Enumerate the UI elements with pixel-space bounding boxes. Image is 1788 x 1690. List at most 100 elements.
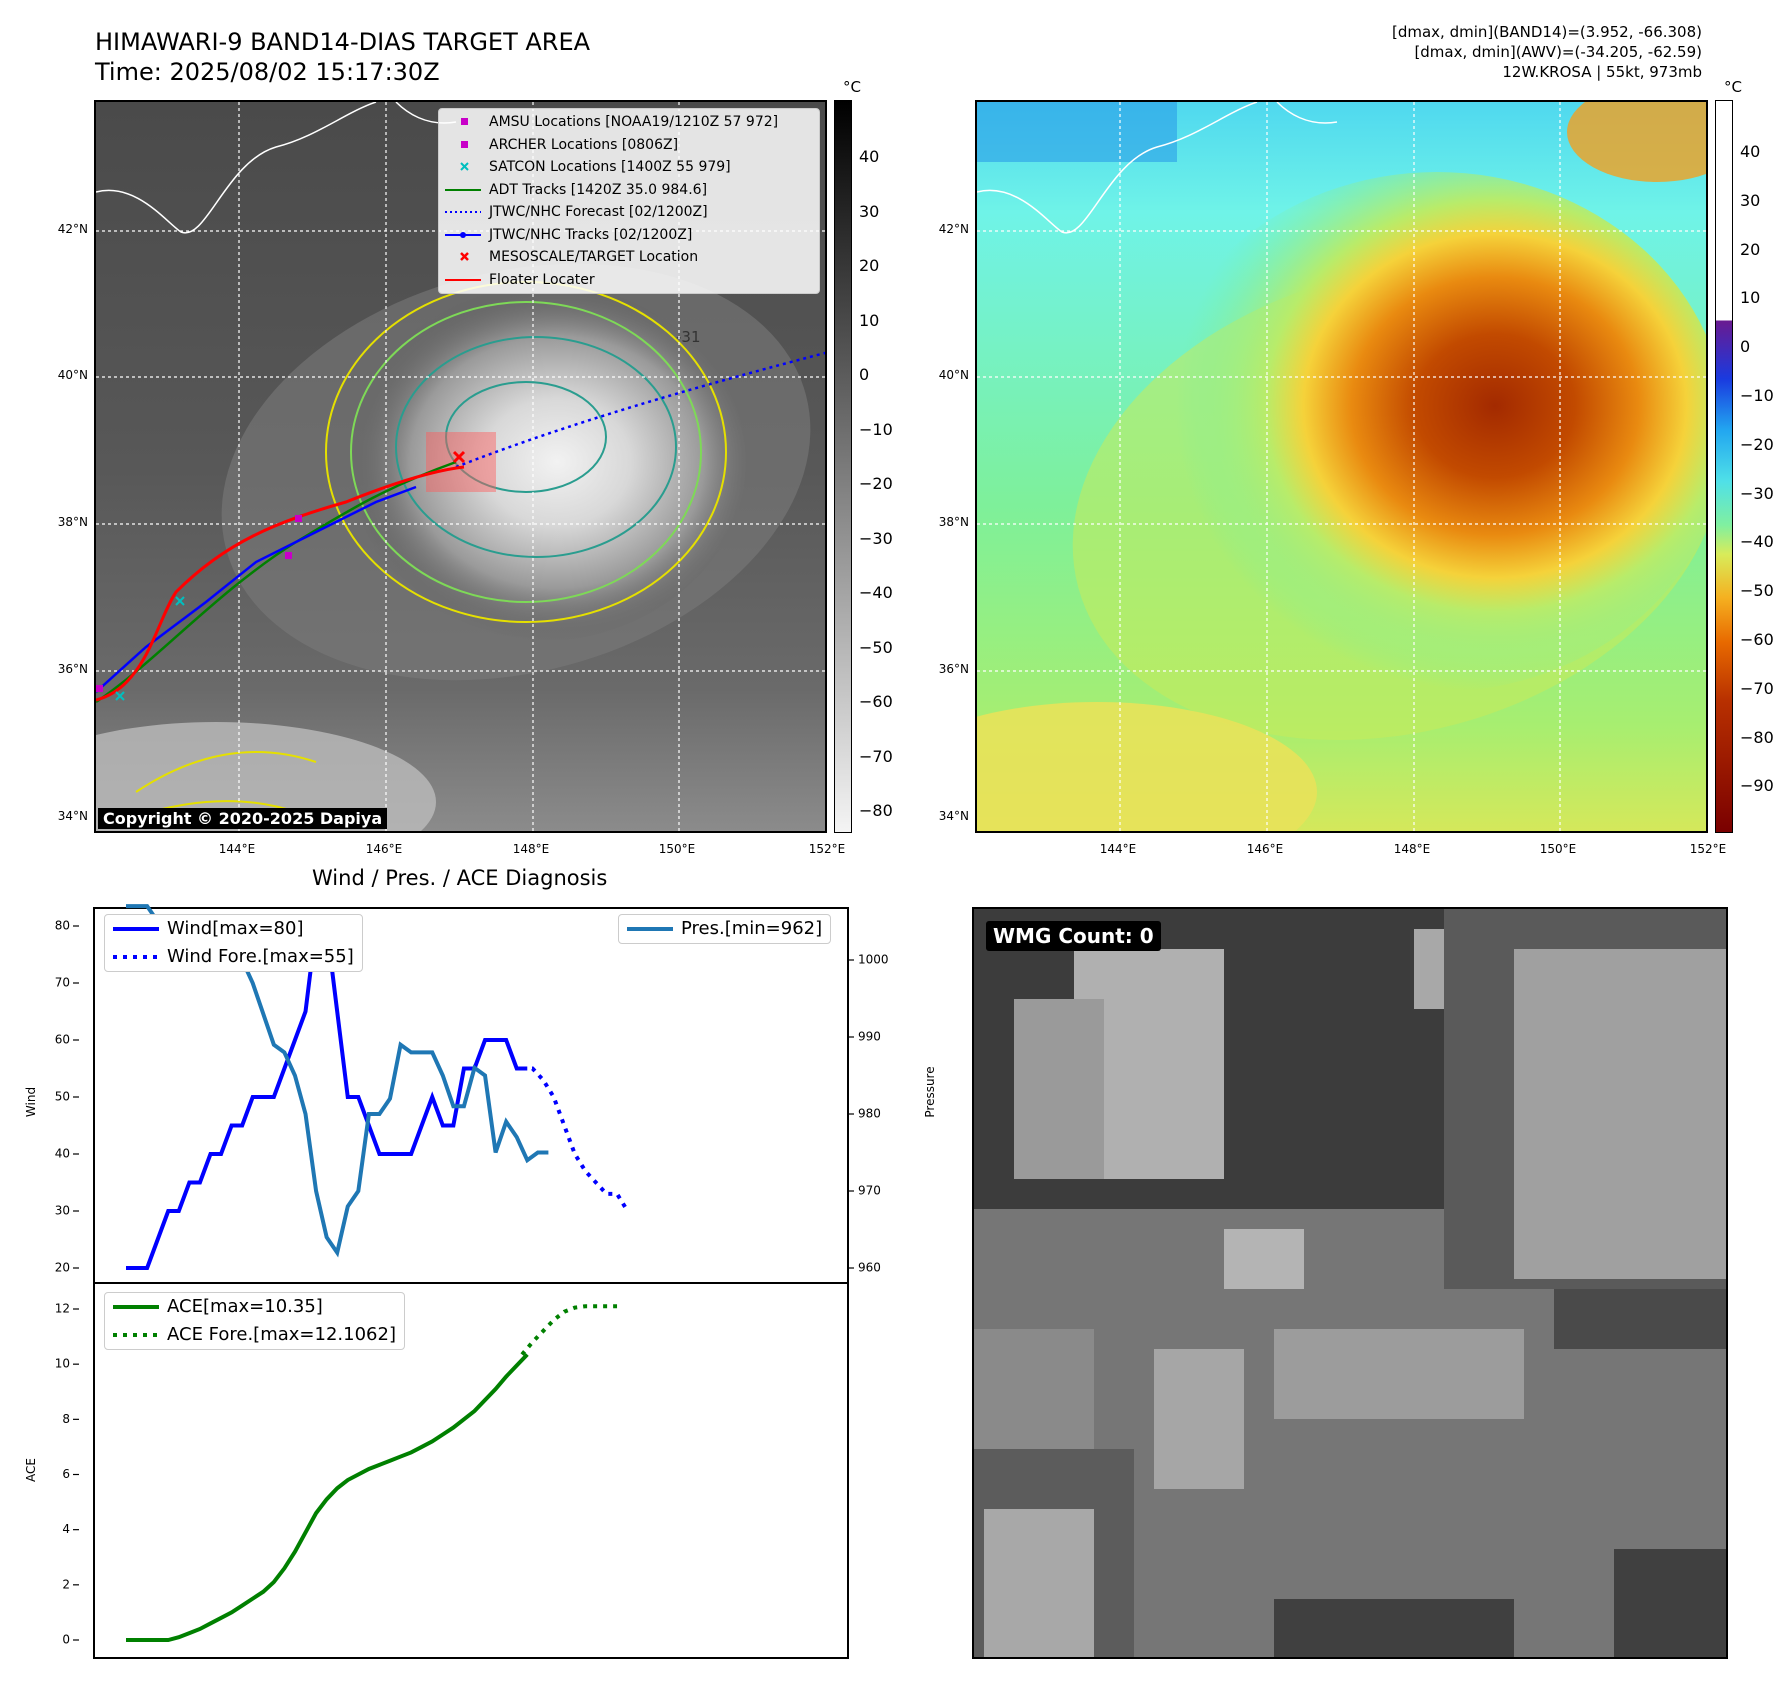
- legend-ace-forecast: ACE Fore.[max=12.1062]: [113, 1324, 396, 1345]
- wind-tick: 40: [55, 1147, 70, 1161]
- gray-colorbar-tick: 20: [859, 256, 880, 275]
- wmg-count-label: WMG Count: 0: [986, 921, 1161, 951]
- color-colorbar-tick: −90: [1740, 776, 1774, 796]
- ir-grayscale-map: -31 Copyright © 2020-2025 Dapiya AMSU Lo…: [94, 100, 827, 833]
- map1-lon-tick: 146°E: [365, 842, 403, 856]
- legend-wind-forecast: Wind Fore.[max=55]: [113, 946, 354, 967]
- legend-satcon: SATCON Locations [1400Z 55 979]: [439, 156, 819, 179]
- map1-lon-tick: 150°E: [658, 842, 696, 856]
- gray-colorbar-tick: 30: [859, 201, 880, 221]
- map2-lon-tick: 148°E: [1393, 842, 1431, 856]
- gray-colorbar: [834, 100, 852, 833]
- copyright-label: Copyright © 2020-2025 Dapiya: [98, 808, 388, 829]
- ace-series-line: [126, 1353, 529, 1642]
- legend-adt: ADT Tracks [1420Z 35.0 984.6]: [445, 181, 708, 198]
- diagnosis-title: Wind / Pres. / ACE Diagnosis: [312, 866, 608, 890]
- ace-axis-label: ACE: [24, 1458, 38, 1482]
- gray-colorbar-tick: −80: [859, 801, 893, 820]
- legend-ace: ACE[max=10.35]: [113, 1296, 323, 1317]
- color-colorbar-tick: −50: [1740, 581, 1774, 601]
- gray-colorbar-tick: −60: [859, 692, 893, 711]
- color-colorbar-tick: 40: [1740, 142, 1761, 161]
- map2-lon-tick: 144°E: [1099, 842, 1137, 856]
- ace-frame: [93, 1282, 849, 1659]
- pressure-tick: 1000: [858, 953, 889, 967]
- ace-legend: ACE[max=10.35] ACE Fore.[max=12.1062]: [104, 1292, 405, 1350]
- ace-tick: 4: [62, 1522, 70, 1536]
- color-colorbar-unit: °C: [1724, 78, 1742, 96]
- color-colorbar-tick: −30: [1740, 483, 1774, 503]
- legend-amsu: AMSU Locations [NOAA19/1210Z 57 972]: [439, 111, 819, 134]
- gray-colorbar-tick: −70: [859, 746, 893, 766]
- map1-lat-tick: 42°N: [57, 222, 88, 236]
- map1-lon-tick: 148°E: [512, 842, 550, 856]
- ace-tick: 6: [62, 1467, 70, 1481]
- map1-lat-tick: 36°N: [57, 662, 88, 676]
- wind-tick: 50: [55, 1090, 70, 1104]
- wmg-panel: WMG Count: 0: [972, 907, 1728, 1659]
- pressure-axis-label: Pressure: [923, 1066, 937, 1117]
- gray-colorbar-tick: −30: [859, 528, 893, 548]
- wind-axis-label: Wind: [24, 1087, 38, 1117]
- ace-tick: 0: [62, 1633, 70, 1647]
- color-colorbar-tick: −20: [1740, 434, 1774, 454]
- color-colorbar-tick: −40: [1740, 532, 1774, 552]
- color-colorbar-tick: 0: [1740, 337, 1751, 357]
- map2-lon-tick: 146°E: [1246, 842, 1284, 856]
- map-legend: AMSU Locations [NOAA19/1210Z 57 972] ARC…: [438, 108, 820, 294]
- map2-lon-tick: 152°E: [1689, 842, 1727, 856]
- pressure-tick: 970: [858, 1184, 881, 1198]
- color-colorbar-tick: 30: [1740, 190, 1761, 210]
- color-colorbar-tick: 20: [1740, 239, 1761, 259]
- pressure-tick: 960: [858, 1261, 881, 1275]
- ace-tick: 10: [55, 1357, 70, 1371]
- contour-label: -31: [676, 328, 701, 346]
- map1-lon-tick: 144°E: [218, 842, 256, 856]
- wind-tick: 60: [55, 1033, 70, 1047]
- ir-color-map: [975, 100, 1708, 833]
- pressure-legend: Pres.[min=962]: [618, 914, 832, 944]
- map2-lat-tick: 36°N: [938, 662, 969, 676]
- gray-colorbar-tick: −10: [859, 419, 893, 439]
- color-colorbar: [1715, 100, 1733, 833]
- gray-colorbar-tick: 10: [859, 310, 880, 330]
- wind-legend: Wind[max=80] Wind Fore.[max=55]: [104, 914, 363, 972]
- gray-colorbar-tick: 0: [859, 365, 870, 384]
- wind-forecast-series-line: [522, 1066, 630, 1213]
- map1-lat-tick: 38°N: [57, 515, 88, 529]
- wind-tick: 80: [55, 919, 70, 933]
- map2-lat-tick: 38°N: [938, 515, 969, 529]
- legend-archer: ARCHER Locations [0806Z]: [439, 134, 819, 157]
- wind-tick: 70: [55, 976, 70, 990]
- legend-pressure: Pres.[min=962]: [627, 918, 823, 939]
- gray-colorbar-tick: −50: [859, 637, 893, 657]
- legend-jtwc-forecast: JTWC/NHC Forecast [02/1200Z]: [445, 204, 708, 220]
- map1-lat-tick: 40°N: [57, 368, 88, 382]
- ace-forecast-series-line: [520, 1304, 618, 1356]
- color-colorbar-tick: −70: [1740, 678, 1774, 698]
- map2-lat-tick: 34°N: [938, 809, 969, 823]
- color-colorbar-tick: −10: [1740, 386, 1774, 405]
- legend-jtwc-tracks: JTWC/NHC Tracks [02/1200Z]: [439, 224, 819, 247]
- awv-range: [dmax, dmin](AWV)=(-34.205, -62.59): [1414, 43, 1702, 61]
- color-colorbar-tick: −60: [1740, 630, 1774, 649]
- ace-tick: 8: [62, 1412, 70, 1426]
- pressure-tick: 980: [858, 1107, 881, 1121]
- color-colorbar-tick: −80: [1740, 727, 1774, 747]
- wind-tick: 30: [55, 1204, 70, 1218]
- gray-colorbar-tick: −20: [859, 474, 893, 493]
- gray-colorbar-tick: −40: [859, 583, 893, 602]
- gray-colorbar-tick: 40: [859, 147, 880, 166]
- ace-tick: 2: [62, 1577, 70, 1591]
- legend-target: MESOSCALE/TARGET Location: [439, 246, 819, 269]
- figure-time: Time: 2025/08/02 15:17:30Z: [95, 58, 440, 86]
- ace-tick: 12: [55, 1302, 70, 1316]
- wmg-pixel-image: [974, 909, 1726, 1657]
- ir-color-image: [977, 102, 1706, 831]
- pressure-tick: 990: [858, 1030, 881, 1044]
- map1-lat-tick: 34°N: [57, 809, 88, 823]
- map2-lat-tick: 40°N: [938, 368, 969, 382]
- figure-title: HIMAWARI-9 BAND14-DIAS TARGET AREA: [95, 28, 591, 56]
- gray-colorbar-unit: °C: [843, 78, 861, 96]
- legend-floater: Floater Locater: [445, 271, 595, 288]
